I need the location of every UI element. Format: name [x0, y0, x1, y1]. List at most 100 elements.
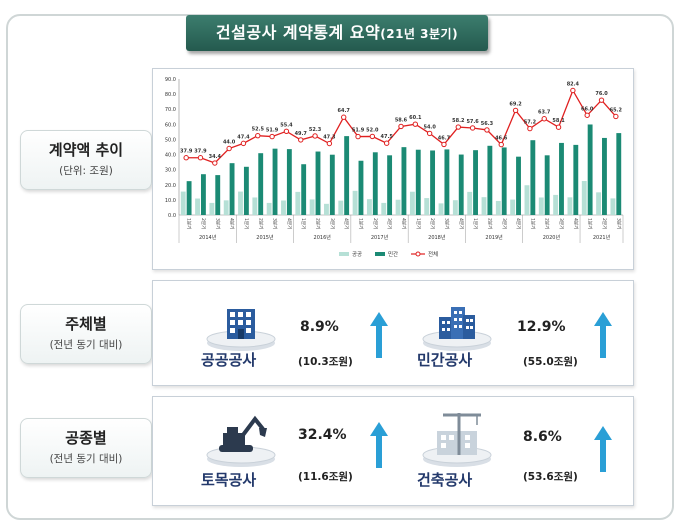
up-arrow-icon — [370, 312, 388, 358]
total-point — [570, 87, 576, 94]
bar-public — [266, 202, 272, 215]
title-sub: (21년 3분기) — [380, 27, 459, 41]
type-name-building: 건축공사 — [417, 471, 473, 489]
bar-public — [223, 200, 229, 215]
bar-public — [238, 191, 243, 215]
bar-public — [209, 202, 215, 215]
x-tick-label: 2분기 — [200, 218, 207, 229]
type-panel: 토목공사 32.4% (11.6조원) 건축공사 8.6% (53.6조원) — [152, 396, 634, 506]
total-data-label: 55.4 — [280, 122, 293, 128]
up-arrow-icon — [594, 426, 612, 472]
legend-swatch-public — [339, 252, 349, 256]
x-tick-label: 3분기 — [272, 218, 279, 229]
total-point — [355, 133, 361, 140]
bar-public — [467, 191, 473, 215]
total-point — [326, 140, 333, 147]
total-data-label: 46.6 — [495, 136, 508, 142]
bar-private — [544, 155, 550, 215]
x-tick-label: 2분기 — [486, 218, 493, 229]
x-tick-label: 4분기 — [229, 218, 236, 229]
bar-public — [438, 203, 444, 215]
bar-private — [286, 149, 292, 215]
bar-private — [243, 166, 249, 215]
total-data-label: 54.0 — [423, 124, 436, 130]
year-label: 2019년 — [485, 234, 503, 241]
total-point — [269, 133, 275, 140]
total-point — [584, 112, 590, 118]
x-tick-label: 1분기 — [529, 218, 536, 229]
x-tick-label: 3분기 — [443, 218, 450, 229]
bar-public — [581, 181, 587, 215]
bar-private — [530, 140, 536, 215]
bar-private — [358, 160, 364, 215]
up-arrow-icon — [370, 422, 388, 468]
total-point — [183, 155, 189, 161]
bar-public — [309, 199, 315, 215]
bar-public — [366, 199, 372, 215]
bar-public — [352, 190, 358, 215]
type-label: 공종별 — [65, 429, 107, 447]
total-point — [613, 113, 619, 120]
x-tick-label: 3분기 — [386, 218, 393, 229]
total-data-label: 47.4 — [237, 134, 250, 140]
x-tick-label: 3분기 — [214, 218, 221, 229]
bar-public — [553, 194, 559, 215]
type-amount-civil: (11.6조원) — [298, 471, 353, 483]
year-label: 2017년 — [371, 234, 389, 241]
total-data-label: 56.3 — [481, 121, 494, 127]
total-data-label: 58.6 — [395, 117, 408, 123]
total-data-label: 63.7 — [538, 110, 551, 116]
entity-name-public: 공공공사 — [201, 351, 257, 369]
bar-private — [616, 133, 622, 215]
y-tick-label: 90.0 — [165, 77, 176, 83]
bar-public — [281, 200, 286, 215]
x-tick-label: 2분기 — [601, 218, 608, 229]
total-point — [212, 160, 218, 166]
bar-private — [215, 175, 221, 215]
bar-public — [338, 200, 344, 215]
bar-public — [180, 191, 186, 215]
total-point — [527, 125, 533, 132]
total-data-label: 51.9 — [266, 128, 279, 134]
x-tick-label: 4분기 — [515, 218, 522, 229]
total-point — [226, 145, 232, 152]
total-point — [341, 114, 347, 120]
y-tick-label: 40.0 — [165, 153, 176, 159]
x-tick-label: 4분기 — [343, 218, 350, 229]
total-point — [498, 141, 504, 148]
trend-label-box: 계약액 추이 (단위: 조원) — [20, 130, 152, 190]
bar-private — [387, 155, 393, 215]
bar-private — [473, 150, 478, 215]
bar-private — [401, 147, 407, 215]
bar-private — [329, 154, 335, 215]
total-point — [283, 128, 290, 134]
bar-public — [610, 198, 616, 215]
total-data-label: 51.9 — [352, 128, 365, 134]
trend-label: 계약액 추이 — [48, 141, 124, 159]
bar-private — [301, 164, 307, 215]
bar-private — [430, 150, 436, 215]
total-data-label: 52.3 — [309, 127, 322, 133]
total-point — [298, 137, 304, 143]
total-point — [455, 124, 461, 130]
total-data-label: 47.5 — [381, 134, 394, 140]
total-data-label: 46.7 — [438, 135, 451, 141]
total-data-label: 60.1 — [409, 115, 422, 121]
y-tick-label: 0.0 — [168, 213, 176, 219]
trend-chart-panel: 0.0 10.0 20.0 30.0 40.0 50.0 60.0 70.0 80.0 90.0 1… — [152, 68, 634, 270]
entity-amount-public: (10.3조원) — [298, 356, 353, 368]
total-data-label: 58.2 — [452, 118, 465, 124]
y-tick-label: 50.0 — [165, 137, 176, 143]
total-point — [412, 121, 419, 127]
bar-public — [195, 198, 200, 215]
type-label-box: 공종별 (전년 동기 대비) — [20, 418, 152, 478]
legend-label-public: 공공 — [352, 251, 362, 258]
total-data-label: 34.4 — [209, 154, 222, 160]
x-tick-label: 1분기 — [300, 218, 307, 229]
bar-public — [596, 192, 602, 215]
x-tick-label: 1분기 — [415, 218, 422, 229]
type-pct-building: 8.6% — [523, 429, 562, 445]
type-pct-civil: 32.4% — [298, 427, 347, 443]
entity-panel: 공공공사 8.9% (10.3조원) 민간공사 12.9% (55.0조원) — [152, 280, 634, 386]
bar-public — [510, 199, 516, 215]
